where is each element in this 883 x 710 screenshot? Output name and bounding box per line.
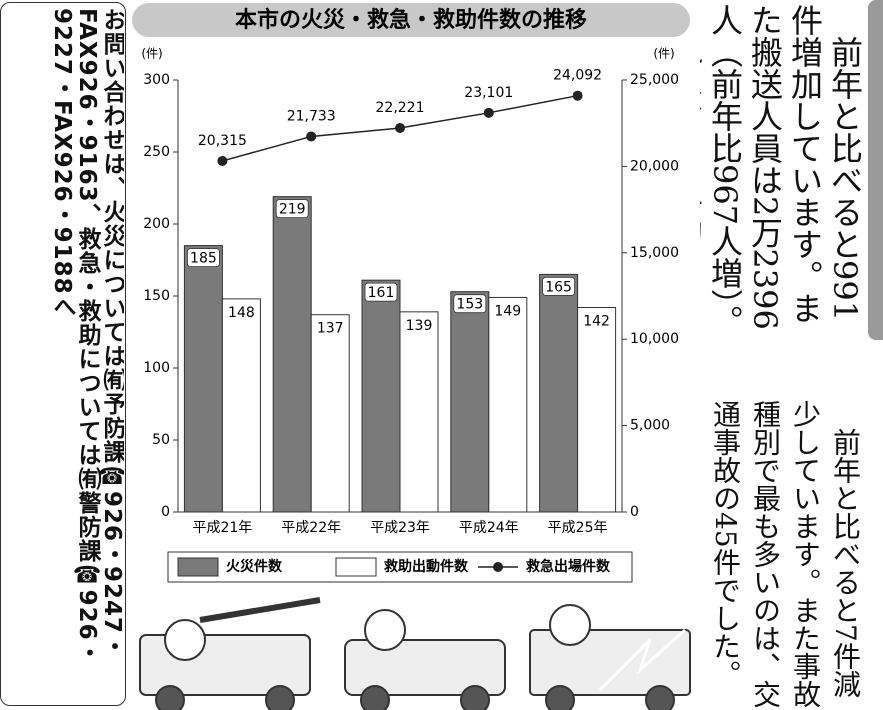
value-label: 20,315 [198,133,247,149]
legend-label: 救助出動件数 [384,558,469,575]
point [573,91,583,101]
chart-title: 本市の火災・救急・救助件数の推移 [235,7,587,33]
bar [489,297,527,512]
value-label: 22,221 [376,100,425,116]
y-tick-label: 100 [143,360,170,376]
value-label: 23,101 [464,85,513,101]
legend-swatch [493,562,503,572]
y-tick-label: 300 [143,72,170,88]
value-label: 24,092 [553,68,602,84]
bar [578,308,616,512]
y-tick-label: 200 [143,216,170,232]
x-tick-label: 平成23年 [370,520,430,536]
y-tick-label: 250 [143,144,170,160]
legend-swatch [336,558,376,576]
value-label: 148 [228,305,255,321]
bar [184,246,222,512]
y-axis-label: (件) [141,47,162,61]
value-label: 139 [406,318,433,334]
x-tick-label: 平成21年 [192,520,252,536]
bar [311,315,349,512]
y2-tick-label: 15,000 [630,245,679,261]
value-label: 149 [494,303,521,319]
y2-tick-label: 25,000 [630,72,679,88]
value-label: 153 [456,297,483,313]
bar [400,312,438,512]
point [395,123,405,133]
value-label: 137 [317,321,344,337]
legend-label: 救急出場件数 [526,558,611,575]
page: お問い合わせは、火災については㈲予防課☎926・9247・FAX926・9163… [0,0,883,710]
y-tick-label: 150 [143,288,170,304]
value-label: 219 [279,202,306,218]
x-tick-label: 平成25年 [548,520,608,536]
illustrations [140,600,690,710]
y2-axis-label: (件) [653,47,674,61]
value-label: 165 [545,279,572,295]
y2-tick-label: 0 [630,504,639,520]
point [217,156,227,166]
y2-tick-label: 10,000 [630,331,679,347]
y2-tick-label: 20,000 [630,158,679,174]
legend-label: 火災件数 [226,558,283,575]
y2-tick-label: 5,000 [630,418,670,434]
bar [451,292,489,512]
y-tick-label: 50 [152,432,170,448]
value-label: 161 [368,285,395,301]
legend-swatch [178,558,218,576]
chart: 本市の火災・救急・救助件数の推移 (件) (件) 0 50 100 150 200 250… [0,0,883,710]
y-tick-label: 0 [161,504,170,520]
x-tick-label: 平成22年 [281,520,341,536]
value-label: 185 [190,251,217,267]
point [484,108,494,118]
point [306,131,316,141]
bar [273,197,311,512]
value-label: 21,733 [287,108,336,124]
bar [222,299,260,512]
x-tick-label: 平成24年 [459,520,519,536]
value-label: 142 [583,314,610,330]
bar [540,274,578,512]
bar [362,280,400,512]
